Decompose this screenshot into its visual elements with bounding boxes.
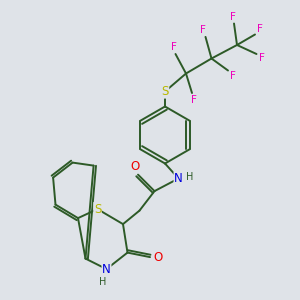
Text: F: F: [259, 52, 265, 63]
Text: N: N: [102, 262, 111, 276]
Text: S: S: [161, 85, 169, 98]
Text: O: O: [130, 160, 140, 173]
Text: O: O: [153, 251, 162, 264]
Text: S: S: [94, 202, 101, 216]
Text: F: F: [230, 71, 236, 81]
Text: H: H: [99, 277, 106, 287]
Text: F: F: [256, 24, 262, 34]
Text: F: F: [230, 12, 236, 22]
Text: F: F: [171, 42, 177, 52]
Text: F: F: [200, 25, 206, 35]
Text: F: F: [190, 94, 196, 105]
Text: N: N: [174, 172, 183, 185]
Text: H: H: [186, 172, 194, 182]
